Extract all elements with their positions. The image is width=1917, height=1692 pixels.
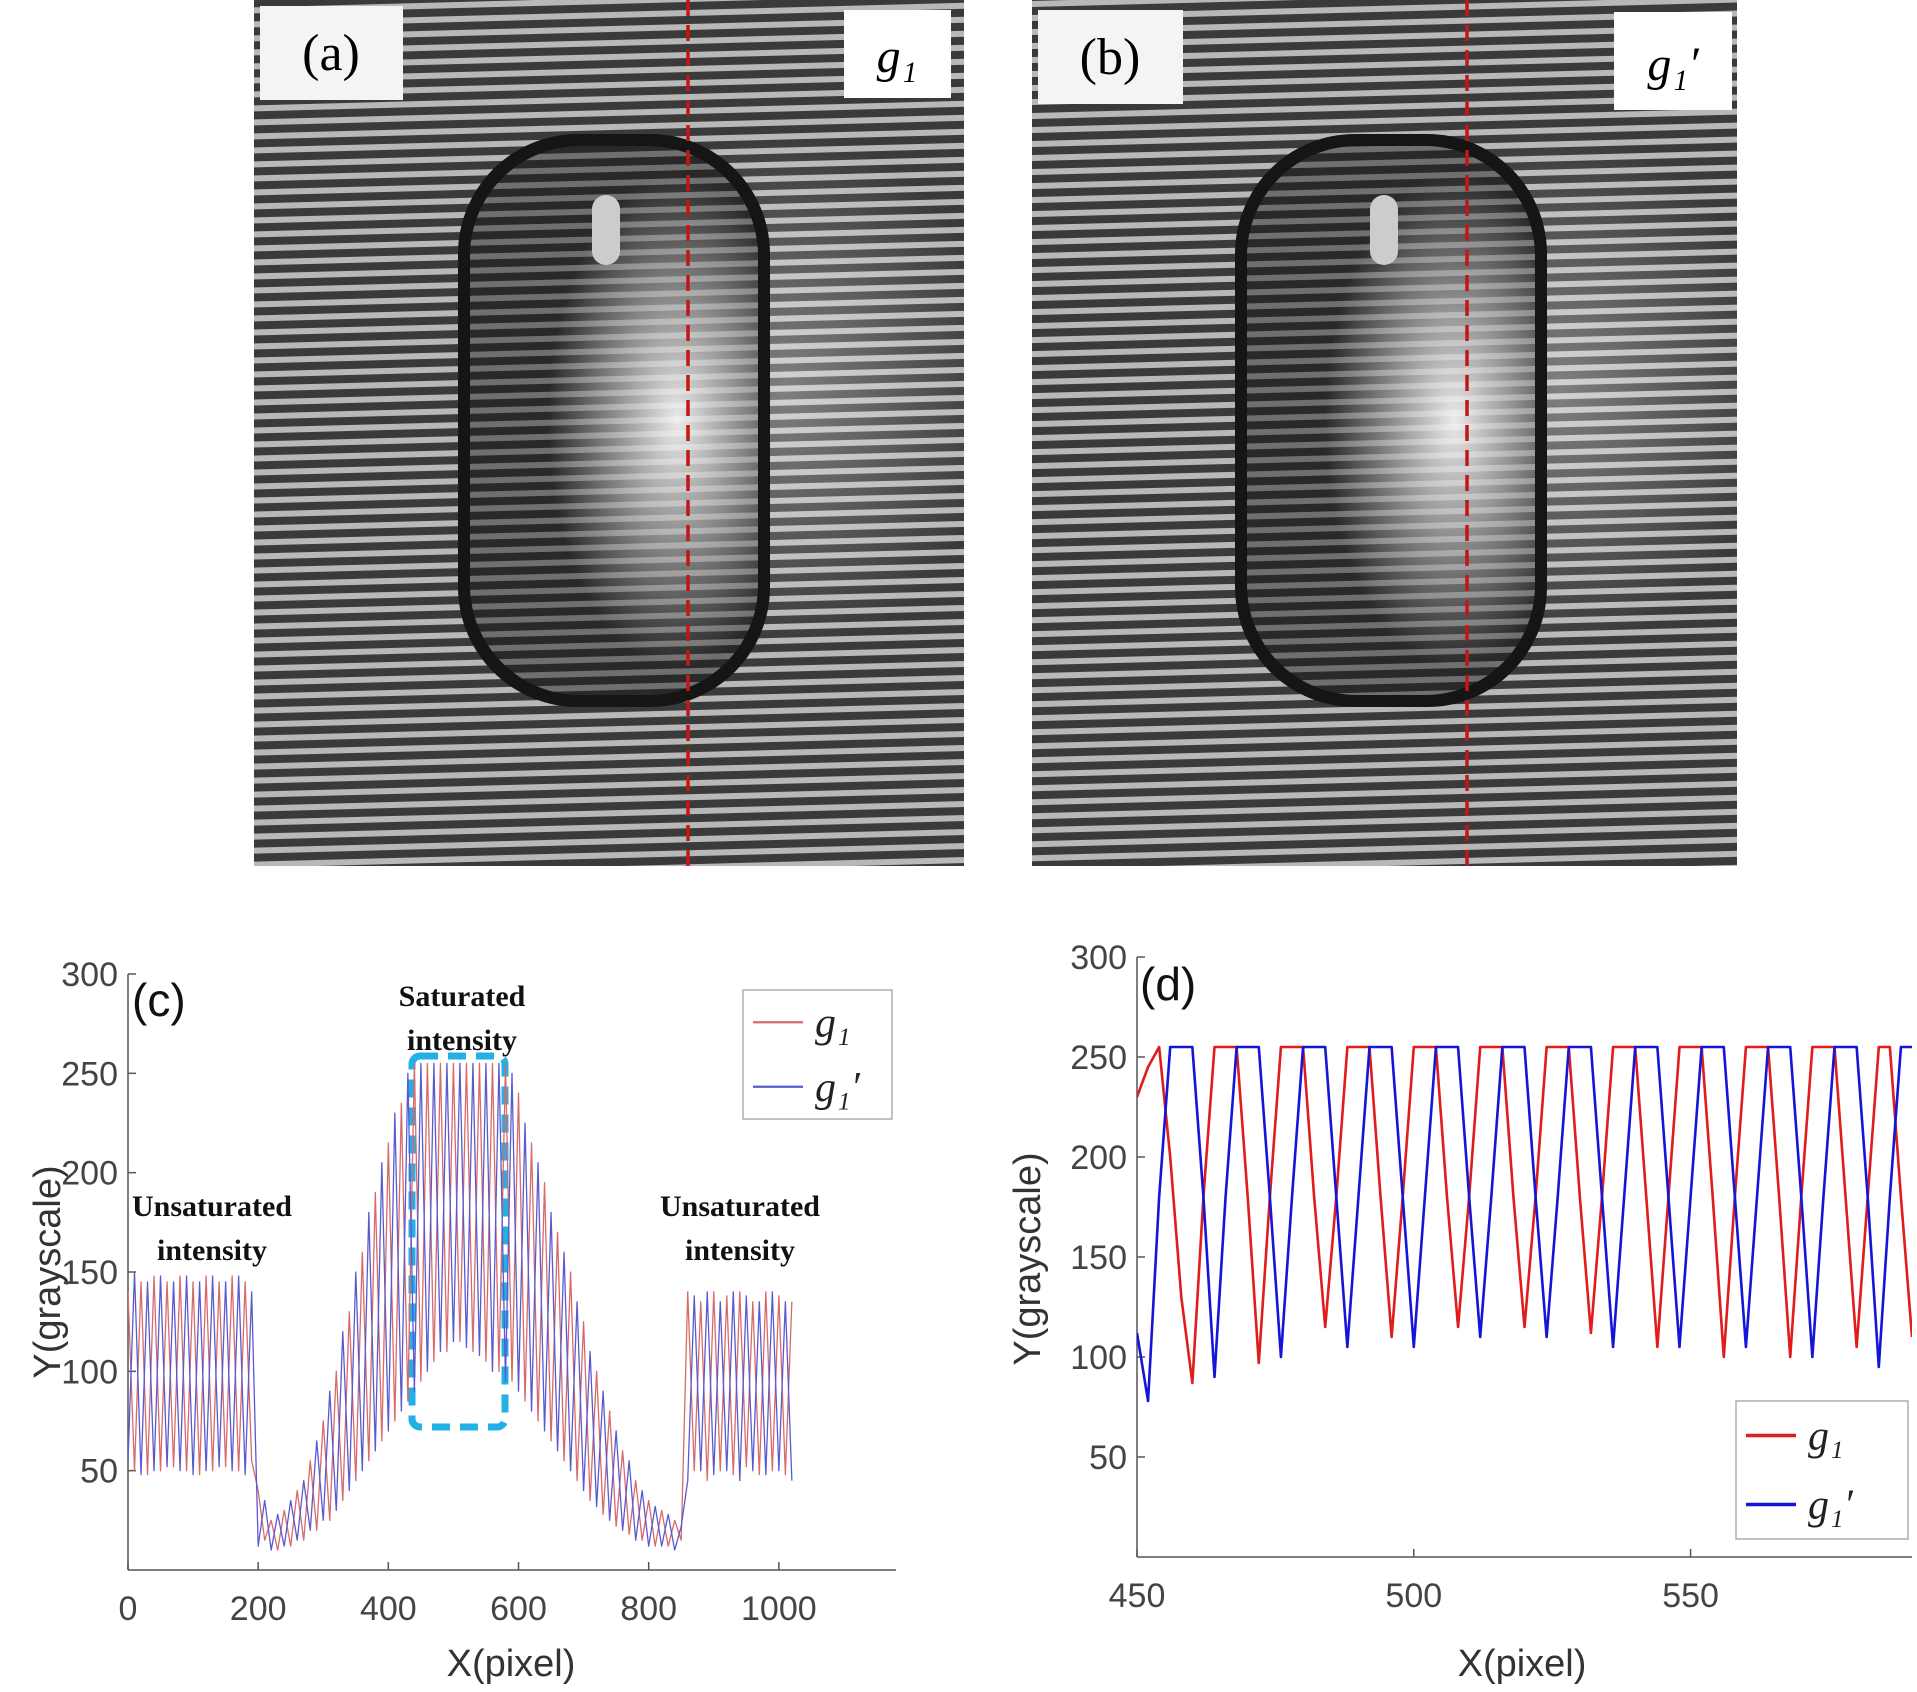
y-tick-label: 250 (1070, 1039, 1127, 1077)
y-tick-label: 50 (1089, 1439, 1127, 1477)
x-tick-label: 0 (119, 1590, 138, 1628)
legend-label: g₁′ (815, 1065, 861, 1111)
y-tick-label: 100 (61, 1353, 118, 1391)
annotation: Saturated intensity (398, 980, 526, 1057)
y-tick-label: 50 (80, 1453, 118, 1491)
annotation: Unsaturated intensity (131, 1190, 292, 1267)
y-tick-label: 200 (61, 1155, 118, 1193)
legend-box (1735, 1400, 1909, 1540)
x-tick-label: 550 (1662, 1577, 1719, 1615)
x-axis-label: X(pixel) (1458, 1643, 1587, 1685)
chart-title: (d) (1140, 958, 1196, 1010)
x-tick-label: 450 (1109, 1577, 1166, 1615)
legend-label: g₁′ (1808, 1483, 1854, 1529)
y-tick-label: 250 (61, 1055, 118, 1093)
panel-tag: g₁′ (1647, 38, 1700, 91)
photo-b: (b) g₁′ (1032, 0, 1737, 866)
y-tick-label: 300 (61, 956, 118, 994)
legend-label: g₁ (815, 1000, 851, 1046)
legend-label: g₁ (1808, 1414, 1844, 1460)
y-axis-label: Y(grayscale) (27, 1165, 69, 1378)
y-axis-label: Y(grayscale) (1007, 1152, 1049, 1365)
y-tick-label: 300 (1070, 939, 1127, 977)
x-tick-label: 600 (490, 1590, 547, 1628)
x-tick-label: 1000 (741, 1590, 817, 1628)
x-tick-label: 800 (620, 1590, 677, 1628)
y-tick-label: 150 (1070, 1239, 1127, 1277)
legend-box (742, 989, 893, 1120)
highlight-box (408, 1052, 509, 1431)
y-tick-label: 100 (1070, 1339, 1127, 1377)
x-tick-label: 200 (230, 1590, 287, 1628)
panel-label: (b) (1080, 29, 1141, 86)
series-line (1137, 1045, 1912, 1403)
x-tick-label: 400 (360, 1590, 417, 1628)
y-tick-label: 200 (1070, 1139, 1127, 1177)
series-line (1137, 1045, 1912, 1385)
panel-label: (a) (302, 25, 360, 82)
panel-tag: g₁ (877, 30, 918, 83)
series-line (128, 1062, 793, 1551)
x-tick-label: 500 (1385, 1577, 1442, 1615)
photo-a: (a) g₁ (254, 0, 964, 866)
x-axis-label: X(pixel) (447, 1643, 576, 1685)
chart-title: (c) (132, 974, 186, 1026)
annotation: Unsaturated intensity (659, 1190, 820, 1267)
y-tick-label: 150 (61, 1254, 118, 1292)
series-line (128, 1062, 793, 1551)
